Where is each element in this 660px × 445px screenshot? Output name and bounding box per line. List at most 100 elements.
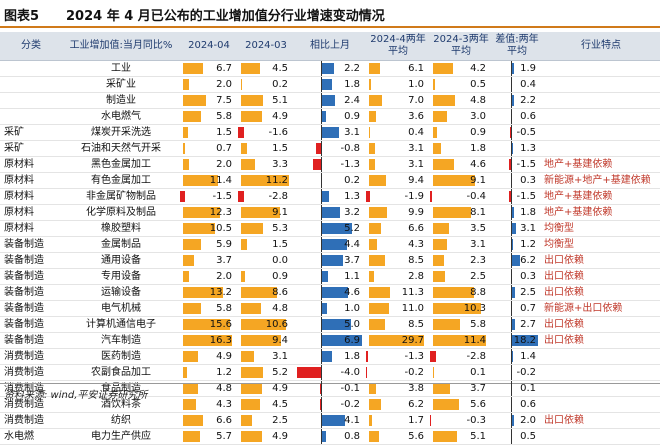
value-cell-mar: 4.8 — [238, 300, 294, 316]
value-label: 2.0 — [216, 269, 232, 284]
zero-axis — [511, 349, 512, 364]
title-bar: 图表5 2024 年 4 月已公布的工业增加值分行业增速变动情况 — [0, 0, 660, 28]
value-cell-diff: -0.8 — [294, 140, 366, 156]
data-bar — [321, 63, 334, 74]
feature-cell: 出口依赖 — [542, 332, 660, 348]
value-cell-mar: 9.4 — [238, 332, 294, 348]
zero-axis — [321, 109, 322, 124]
category-cell: 消费制造 — [0, 348, 62, 364]
data-bar — [433, 207, 471, 218]
value-cell-diff: 3.1 — [294, 124, 366, 140]
data-bar — [183, 367, 187, 378]
data-bar — [433, 239, 447, 250]
zero-axis — [321, 205, 322, 220]
value-label: 0.5 — [520, 429, 536, 444]
value-label: 1.1 — [344, 269, 360, 284]
value-label: 1.0 — [408, 77, 424, 92]
value-cell-mar2: 0.9 — [430, 124, 492, 140]
feature-cell — [542, 364, 660, 380]
data-bar — [183, 239, 201, 250]
value-label: 2.0 — [216, 77, 232, 92]
category-cell: 装备制造 — [0, 252, 62, 268]
value-label: -1.5 — [516, 189, 536, 204]
value-label: 5.0 — [344, 317, 360, 332]
value-label: -1.5 — [212, 189, 232, 204]
zero-axis — [511, 365, 512, 380]
value-label: 16.3 — [210, 333, 232, 348]
data-bar — [369, 255, 385, 266]
value-label: 3.8 — [408, 381, 424, 396]
value-cell-mar2: 8.1 — [430, 204, 492, 220]
value-cell-mar: 9.1 — [238, 204, 294, 220]
data-bar — [369, 175, 386, 186]
zero-axis — [321, 381, 322, 396]
category-cell: 装备制造 — [0, 236, 62, 252]
value-label: 1.3 — [520, 141, 536, 156]
value-cell-apr: -1.5 — [180, 188, 238, 204]
data-bar — [183, 399, 196, 410]
value-label: 2.2 — [520, 93, 536, 108]
value-cell-apr2: 11.3 — [366, 284, 430, 300]
value-cell-mar: -1.6 — [238, 124, 294, 140]
value-label: 3.1 — [520, 221, 536, 236]
value-label: 6.7 — [216, 61, 232, 76]
header-apr-2yr: 2024-4两年平均 — [366, 32, 430, 60]
value-cell-diff: 1.0 — [294, 300, 366, 316]
value-label: 4.8 — [272, 301, 288, 316]
value-cell-mar2: 3.5 — [430, 220, 492, 236]
value-label: 0.6 — [520, 109, 536, 124]
value-label: -2.8 — [466, 349, 486, 364]
value-label: 3.6 — [408, 109, 424, 124]
zero-axis — [321, 173, 322, 188]
value-label: 2.4 — [344, 93, 360, 108]
value-label: -0.8 — [340, 141, 360, 156]
industry-cell: 煤炭开采洗选 — [62, 124, 180, 140]
feature-cell: 出口依赖 — [542, 412, 660, 428]
value-label: 2.5 — [520, 285, 536, 300]
value-cell-mar: 0.2 — [238, 76, 294, 92]
value-cell-apr: 6.6 — [180, 412, 238, 428]
data-bar — [297, 367, 321, 378]
data-bar — [183, 303, 201, 314]
value-cell-mar: 3.1 — [238, 348, 294, 364]
value-cell-apr2: 29.7 — [366, 332, 430, 348]
zero-axis — [321, 93, 322, 108]
value-label: 5.6 — [408, 429, 424, 444]
value-label: 0.8 — [344, 429, 360, 444]
value-cell-mar2: 3.1 — [430, 236, 492, 252]
value-cell-mar2: -0.3 — [430, 412, 492, 428]
value-cell-mar2: 3.0 — [430, 108, 492, 124]
data-bar — [433, 127, 437, 138]
value-cell-apr: 2.0 — [180, 268, 238, 284]
value-label: 1.2 — [520, 237, 536, 252]
data-bar — [241, 143, 247, 154]
value-label: 3.7 — [216, 253, 232, 268]
category-cell: 原材料 — [0, 172, 62, 188]
feature-cell: 新能源+出口依赖 — [542, 300, 660, 316]
data-bar — [183, 351, 198, 362]
data-bar — [313, 159, 321, 170]
value-cell-apr2: 4.3 — [366, 236, 430, 252]
value-label: 1.8 — [344, 349, 360, 364]
data-bar — [433, 63, 453, 74]
value-cell-diff: 3.2 — [294, 204, 366, 220]
value-label: 0.6 — [520, 397, 536, 412]
data-bar — [241, 79, 242, 90]
value-cell-apr: 1.5 — [180, 124, 238, 140]
value-cell-mar: 10.6 — [238, 316, 294, 332]
value-cell-diff: -0.2 — [294, 396, 366, 412]
zero-axis — [321, 157, 322, 172]
value-label: -4.0 — [340, 365, 360, 380]
header-feature: 行业特点 — [542, 32, 660, 60]
zero-axis — [511, 333, 512, 348]
value-cell-apr: 5.8 — [180, 300, 238, 316]
feature-cell — [542, 428, 660, 444]
value-label: 4.9 — [272, 109, 288, 124]
value-label: 4.8 — [470, 93, 486, 108]
value-cell-d2: 1.9 — [492, 60, 542, 76]
value-cell-mar: 2.5 — [238, 412, 294, 428]
value-cell-apr: 4.3 — [180, 396, 238, 412]
